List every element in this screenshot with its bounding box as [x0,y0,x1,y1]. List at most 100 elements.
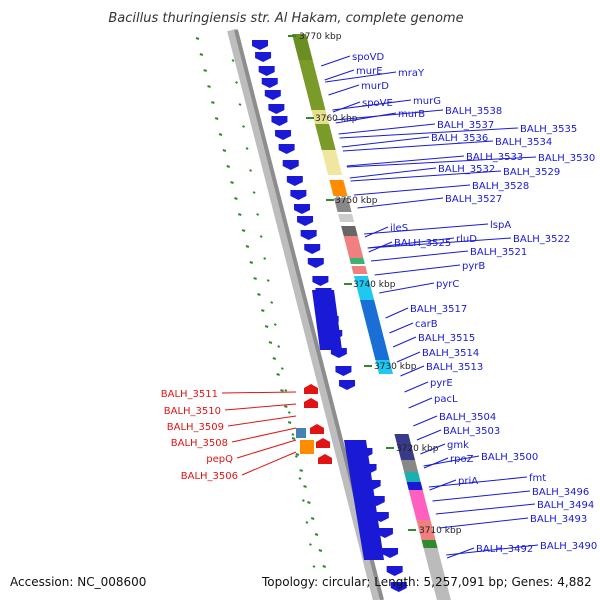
cog-block [341,226,358,236]
forward-cds-arrow [335,366,352,376]
forward-cds-arrow [307,258,324,268]
gc-dot [235,81,238,84]
reverse-cds-track [296,384,332,464]
gene-label-balh-3506: BALH_3506 [181,471,238,482]
gene-leader-line [420,443,446,455]
forward-cds-arrow [255,52,272,62]
gene-leader-line [379,282,435,294]
cog-block [338,214,355,222]
forward-cds-arrow [264,90,281,100]
gene-leader-line [328,84,360,96]
gene-label-balh-3538: BALH_3538 [445,106,502,117]
kbp-label: 3720 kbp [396,444,439,454]
kbp-label: 3730 kbp [374,362,417,372]
cog-block [416,520,436,540]
cog-block [321,150,343,175]
gc-dot [284,389,288,392]
gene-label-lspa: lspA [490,220,511,231]
gc-dot [291,433,295,436]
gene-leader-line [350,170,502,182]
gene-leader-line [221,391,297,394]
gc-dash [199,53,204,56]
gene-leader-line [423,455,480,467]
kbp-label: 3710 kbp [419,526,462,536]
gene-label-pacl: pacL [434,394,458,405]
gc-dot [259,235,263,238]
topology-text: Topology: circular; Length: 5,257,091 bp… [261,575,592,589]
reverse-cds-arrow [310,424,324,434]
gene-label-balh-3492: BALH_3492 [476,544,533,555]
gc-dash [249,261,254,264]
gene-leader-line [349,167,437,179]
gene-label-murb: murB [398,109,425,120]
gene-leader-line [374,264,461,276]
gc-dot [298,477,302,480]
reverse-cds-arrow [318,454,332,464]
gene-label-balh-3494: BALH_3494 [537,500,594,511]
gc-dash [318,549,323,552]
gc-dash [211,101,215,104]
gc-dash [287,421,292,424]
gene-label-balh-3537: BALH_3537 [437,120,494,131]
gc-dash [268,341,273,344]
gene-label-balh-3493: BALH_3493 [530,514,587,525]
kbp-label: 3760 kbp [315,114,358,124]
gc-dot [256,213,260,216]
gene-leader-line [332,101,361,113]
forward-cds-arrow [275,130,292,140]
gene-leader-line [227,415,297,427]
gene-label-iles: ileS [390,223,408,234]
gc-dash [307,501,311,504]
gc-dash [276,373,280,376]
gene-leader-line [370,250,469,262]
gc-dot [280,367,284,370]
gene-label-balh-3515: BALH_3515 [418,333,475,344]
reverse-cds-block [296,428,306,438]
forward-cds-block [312,290,342,350]
gene-label-balh-3509: BALH_3509 [167,422,224,433]
gene-leader-line [224,403,297,411]
forward-cds-arrow [386,566,403,576]
forward-cds-track [252,40,407,592]
gene-label-balh-3503: BALH_3503 [443,426,500,437]
gc-dash [245,245,250,248]
gc-dot [249,169,253,172]
cog-block [292,34,313,60]
gc-dash [203,69,207,72]
gene-leader-line [446,544,539,556]
gc-dash [260,309,265,312]
gene-leader-line [364,226,389,238]
cog-block [406,482,423,490]
gc-dash [310,517,315,520]
cog-block [421,540,438,548]
gc-dash [280,389,284,392]
gc-dash [207,85,211,88]
cog-block [298,60,326,110]
gc-dot [270,301,274,304]
reverse-cds-arrow [304,398,318,408]
forward-cds-arrow [278,144,295,154]
gene-label-balh-3522: BALH_3522 [513,234,570,245]
gc-dot [305,521,309,524]
gene-label-spovd: spoVD [352,52,385,63]
gene-label-balh-3508: BALH_3508 [171,438,228,449]
gene-label-balh-3500: BALH_3500 [481,452,538,463]
gc-dot [252,191,256,194]
reverse-cds-arrow [304,384,318,394]
gene-leader-line [241,451,297,476]
gene-label-balh-3532: BALH_3532 [438,164,495,175]
gc-dot [294,455,298,458]
gene-label-pyre: pyrE [430,378,453,389]
accession-text: Accession: NC_008600 [10,575,146,589]
gc-dot [231,59,235,62]
gene-label-balh-3490: BALH_3490 [540,541,597,552]
gc-dot [263,257,267,260]
gc-dot [266,279,270,282]
gene-leader-line [339,127,519,139]
gene-label-balh-3513: BALH_3513 [426,362,483,373]
gene-label-fmt: fmt [529,473,546,484]
gene-label-carb: carB [415,319,438,330]
gene-label-balh-3521: BALH_3521 [470,247,527,258]
gc-dash [226,165,231,168]
